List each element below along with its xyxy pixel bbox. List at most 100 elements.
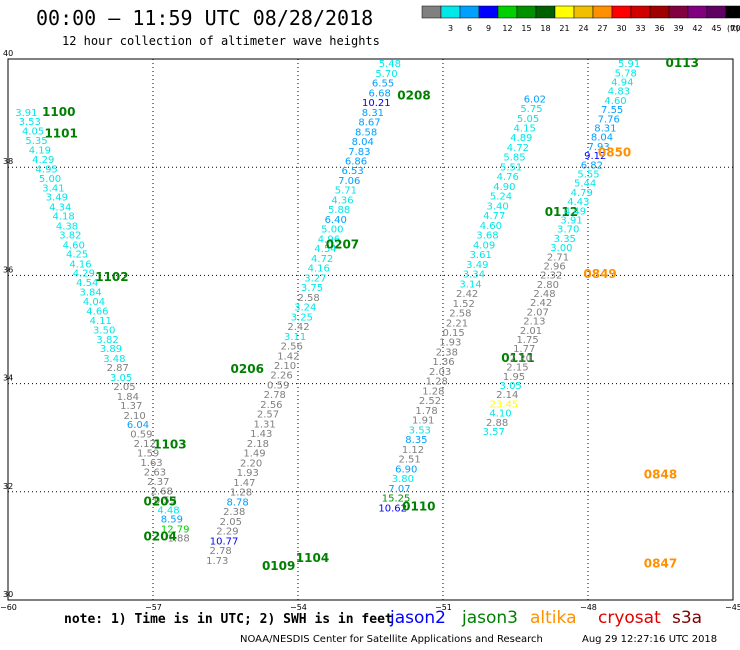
lon-tick-label: −48 <box>580 603 597 612</box>
wave-height-value: 6.53 <box>341 166 363 177</box>
wave-height-value: 2.48 <box>533 289 555 300</box>
satellite-s3a: s3a <box>672 608 703 628</box>
satellite-jason2: jason2 <box>390 608 446 628</box>
wave-height-value: 7.06 <box>338 176 360 187</box>
lon-tick-label: −51 <box>435 603 452 612</box>
wave-height-value: 4.05 <box>22 127 44 138</box>
legend-swatch <box>611 5 632 19</box>
legend-label: 3 <box>448 24 453 33</box>
wave-height-value: 8.04 <box>591 133 613 144</box>
pass-time-label: 1104 <box>296 551 329 565</box>
wave-height-value: 3.50 <box>93 325 115 336</box>
pass-time-label: 0848 <box>644 467 677 481</box>
wave-height-value: 0.15 <box>443 328 465 339</box>
wave-height-value: 1.95 <box>503 372 525 383</box>
legend-swatch <box>459 5 480 19</box>
pass-time-label: 0109 <box>262 559 295 573</box>
wave-height-value: 5.44 <box>574 179 596 190</box>
pass-time-label: 0208 <box>397 89 430 103</box>
wave-height-value: 2.32 <box>540 271 562 282</box>
wave-height-value: 2.57 <box>257 410 279 421</box>
lon-tick-label: −60 <box>0 603 17 612</box>
wave-height-value: 0.59 <box>154 496 176 507</box>
wave-height-value: 5.91 <box>618 59 640 70</box>
wave-height-value: 2.56 <box>281 342 303 353</box>
satellite-altika: altika <box>530 608 577 628</box>
legend-unit: (ft) <box>727 24 739 33</box>
wave-height-value: 3.75 <box>301 283 323 294</box>
timestamp-text: Aug 29 12:27:16 UTC 2018 <box>582 634 718 645</box>
wave-height-value: 2.78 <box>210 546 232 557</box>
wave-height-value: 3.80 <box>392 474 414 485</box>
legend-label: 70 <box>730 24 740 33</box>
wave-height-value: 2.42 <box>530 298 552 309</box>
wave-height-value: 1.28 <box>426 377 448 388</box>
wave-height-value: 2.42 <box>456 289 478 300</box>
wave-height-value: 3.00 <box>550 243 572 254</box>
wave-height-value: 4.66 <box>86 306 108 317</box>
wave-height-value: 4.60 <box>604 96 626 107</box>
wave-height-value: 12.79 <box>161 524 190 535</box>
footer-note: note: 1) Time is in UTC; 2) SWH is in fe… <box>64 612 393 627</box>
wave-height-value: 1.91 <box>412 416 434 427</box>
wave-height-value: 3.57 <box>483 427 505 438</box>
pass-time-label: 0205 <box>144 494 177 508</box>
wave-height-value: 4.11 <box>90 316 112 327</box>
wave-height-value: 8.04 <box>352 137 374 148</box>
pass-time-label: 0207 <box>326 237 359 251</box>
wave-height-value: 1.12 <box>402 445 424 456</box>
wave-height-value: 4.49 <box>564 206 586 217</box>
satellite-jason3: jason3 <box>462 608 518 628</box>
wave-height-value: 5.35 <box>25 136 47 147</box>
wave-height-value: 10.21 <box>362 98 391 109</box>
wave-height-value: 2.80 <box>537 280 559 291</box>
lon-tick-label: −57 <box>145 603 162 612</box>
wave-height-value: 2.01 <box>520 326 542 337</box>
wave-height-value: 2.12 <box>134 439 156 450</box>
lat-tick-label: 32 <box>3 482 13 491</box>
wave-height-value: 2.13 <box>523 317 545 328</box>
legend-swatch <box>573 5 594 19</box>
wave-height-value: 2.20 <box>510 353 532 364</box>
wave-height-value: 2.26 <box>270 371 292 382</box>
legend-swatch <box>421 5 442 19</box>
wave-height-value: 4.77 <box>483 211 505 222</box>
legend-swatch <box>554 5 575 19</box>
wave-height-value: 4.43 <box>567 197 589 208</box>
wave-height-value: 4.79 <box>571 188 593 199</box>
satellite-cryosat: cryosat <box>598 608 661 628</box>
wave-height-value: 8.67 <box>358 118 380 129</box>
wave-height-value: 3.25 <box>291 312 313 323</box>
wave-height-value: 3.40 <box>486 201 508 212</box>
legend-label: 39 <box>673 24 683 33</box>
wave-height-value: 1.75 <box>516 335 538 346</box>
wave-height-value: 3.89 <box>100 344 122 355</box>
wave-height-value: 3.49 <box>46 193 68 204</box>
wave-height-value: 2.96 <box>544 261 566 272</box>
wave-height-value: 0.59 <box>130 430 152 441</box>
pass-time-label: 0849 <box>583 267 616 281</box>
wave-height-value: 5.00 <box>321 225 343 236</box>
wave-height-value: 4.19 <box>29 146 51 157</box>
wave-height-value: 4.89 <box>510 133 532 144</box>
wave-height-value: 4.90 <box>493 182 515 193</box>
legend-swatch <box>478 5 499 19</box>
wave-height-value: 2.18 <box>247 439 269 450</box>
pass-time-label: 0111 <box>501 351 534 365</box>
pass-time-label: 1102 <box>95 270 128 284</box>
wave-height-value: 3.48 <box>103 354 125 365</box>
pass-time-label: 0206 <box>231 362 264 376</box>
pass-time-label: 0112 <box>545 205 578 219</box>
wave-height-value: 3.14 <box>459 279 481 290</box>
wave-height-value: 6.90 <box>395 464 417 475</box>
wave-height-value: 6.40 <box>325 215 347 226</box>
wave-height-value: 5.71 <box>335 186 357 197</box>
wave-height-value: 10.77 <box>210 536 239 547</box>
wave-height-value: 4.10 <box>489 409 511 420</box>
wave-height-value: 5.78 <box>615 68 637 79</box>
wave-height-value: 2.38 <box>223 507 245 518</box>
legend-swatch <box>706 5 727 19</box>
wave-height-value: 4.60 <box>63 240 85 251</box>
wave-height-value: 7.07 <box>388 484 410 495</box>
wave-height-value: 8.31 <box>362 108 384 119</box>
